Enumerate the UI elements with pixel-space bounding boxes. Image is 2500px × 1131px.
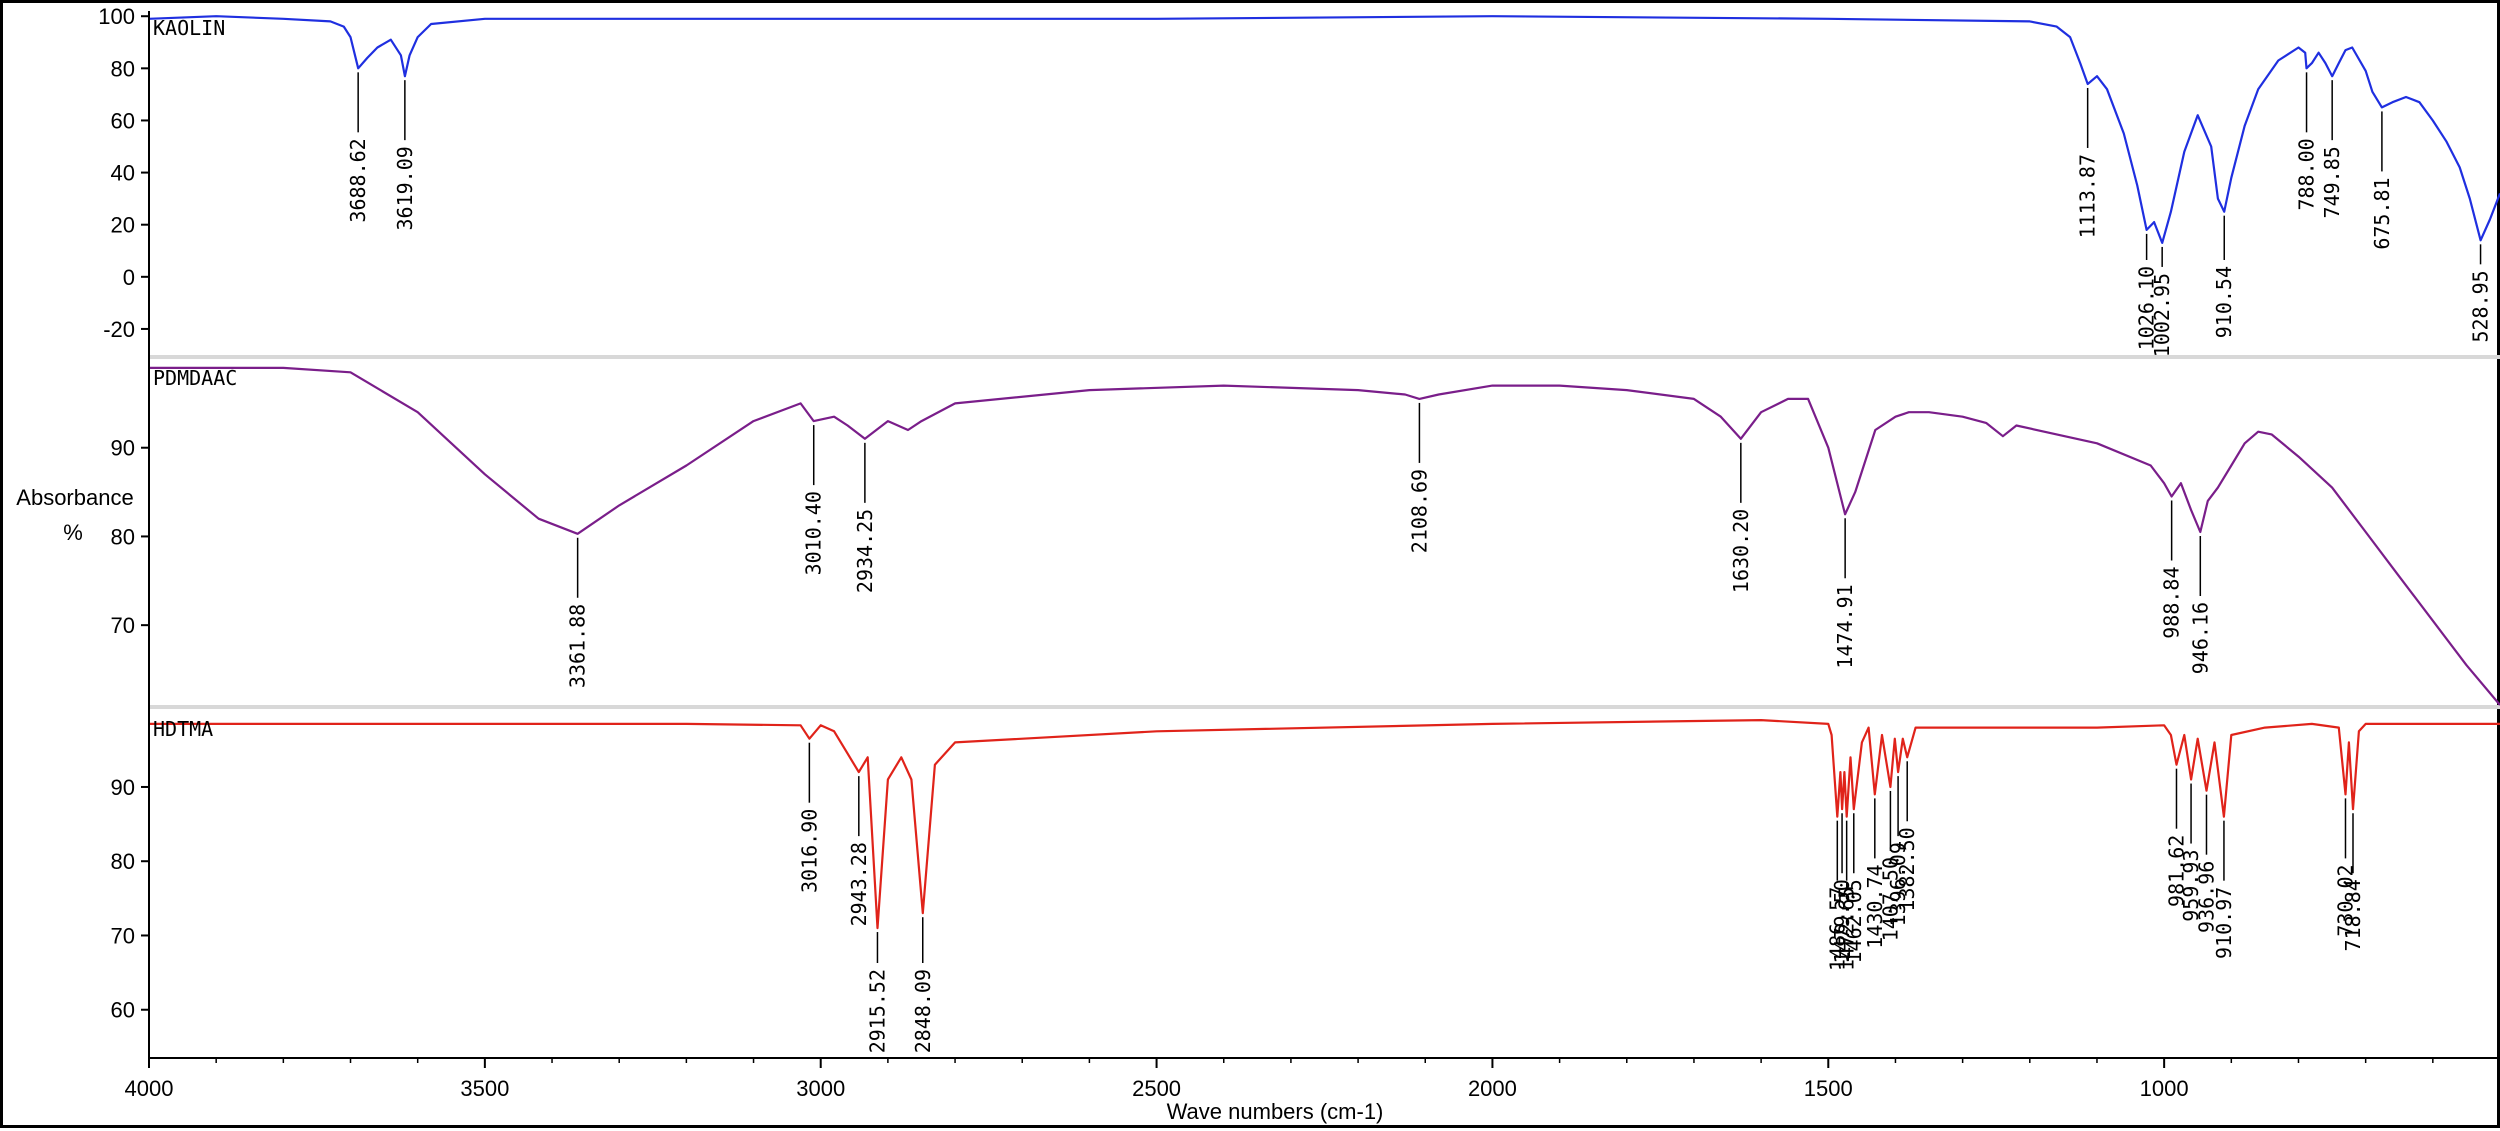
peak-label: 528.95	[2469, 270, 2493, 342]
y-tick-label: 80	[111, 56, 135, 81]
x-tick-label: 2000	[1468, 1076, 1517, 1101]
peak-label: 2943.28	[847, 842, 871, 926]
series-name-pdmdaac: PDMDAAC	[153, 366, 237, 390]
y-tick-label: 70	[111, 923, 135, 948]
peak-label: 1462.05	[1842, 879, 1866, 963]
peak-label: 730.02	[2334, 864, 2358, 936]
y-tick-label: 100	[98, 4, 135, 29]
peak-label: 1472.65	[1835, 887, 1859, 971]
peak-label: 1474.91	[1833, 584, 1857, 668]
y-tick-label: 80	[111, 524, 135, 549]
peak-label: 3619.09	[393, 146, 417, 230]
x-tick-label: 4000	[125, 1076, 174, 1101]
peak-label: 2848.09	[911, 969, 935, 1053]
peak-label: 1002.95	[2150, 273, 2174, 357]
peak-label: 2915.52	[866, 969, 890, 1053]
y-tick-label: 20	[111, 213, 135, 238]
peak-label: 1407.50	[1878, 857, 1902, 941]
peak-label: 1630.20	[1729, 509, 1753, 593]
peak-label: 3010.40	[802, 491, 826, 575]
peak-label: 788.00	[2295, 138, 2319, 210]
x-tick-label: 1500	[1804, 1076, 1853, 1101]
series-line-hdtma	[149, 719, 2500, 930]
peak-label: 959.93	[2179, 850, 2203, 922]
x-axis-label: Wave numbers (cm-1)	[1167, 1099, 1384, 1124]
peak-label: 936.96	[2195, 861, 2219, 933]
y-axis-label: Absorbance	[16, 485, 133, 510]
x-tick-label: 3500	[460, 1076, 509, 1101]
x-tick-label: 3000	[796, 1076, 845, 1101]
y-axis-label-unit: %	[63, 520, 83, 545]
peak-label: 946.16	[2188, 602, 2212, 674]
peak-label: 1396.09	[1886, 842, 1910, 926]
peak-label: 981.62	[2165, 835, 2189, 907]
peak-label: 1479.50	[1830, 879, 1854, 963]
peak-label: 3016.90	[797, 809, 821, 893]
y-tick-label: 70	[111, 613, 135, 638]
peak-label: 675.81	[2370, 177, 2394, 249]
chart-panels: KAOLIN PDMDAAC HDTMA	[148, 15, 2500, 930]
peak-label: 3688.62	[346, 138, 370, 222]
series-name-kaolin: KAOLIN	[153, 16, 225, 40]
peak-label: 1382.50	[1895, 827, 1919, 911]
peak-label: 910.54	[2212, 266, 2236, 338]
series-name-hdtma: HDTMA	[153, 717, 213, 741]
y-tick-label: 90	[111, 775, 135, 800]
peak-label: 2108.69	[1407, 469, 1431, 553]
ir-spectra-chart: KAOLIN PDMDAAC HDTMA 100 80 60 40 20 0 -20 90 80 70…	[16, 4, 2500, 1124]
peak-label: 910.97	[2212, 887, 2236, 959]
peak-label: 718.84	[2341, 879, 2365, 951]
peak-label: 2934.25	[853, 509, 877, 593]
peak-label: 1430.74	[1863, 864, 1887, 948]
peak-label: 3361.88	[566, 604, 590, 688]
peak-label: 1113.87	[2076, 154, 2100, 238]
x-tick-label: 2500	[1132, 1076, 1181, 1101]
y-tick-label: 60	[111, 108, 135, 133]
y-tick-label: 60	[111, 998, 135, 1023]
series-line-kaolin	[148, 15, 2500, 244]
series-line-pdmdaac	[149, 366, 2500, 706]
peak-label: 1486.57	[1825, 887, 1849, 971]
peak-label: 1026.10	[2135, 266, 2159, 350]
peak-label: 988.84	[2160, 567, 2184, 639]
y-tick-label: -20	[103, 317, 135, 342]
y-tick-label: 80	[111, 849, 135, 874]
chart-axes: 100 80 60 40 20 0 -20 90 80 70 90 80 70 60 4000 3500 300…	[98, 4, 2500, 1101]
y-tick-label: 90	[111, 436, 135, 461]
y-tick-label: 0	[123, 265, 135, 290]
peak-label: 749.85	[2320, 146, 2344, 218]
x-tick-label: 1000	[2140, 1076, 2189, 1101]
y-tick-label: 40	[111, 161, 135, 186]
